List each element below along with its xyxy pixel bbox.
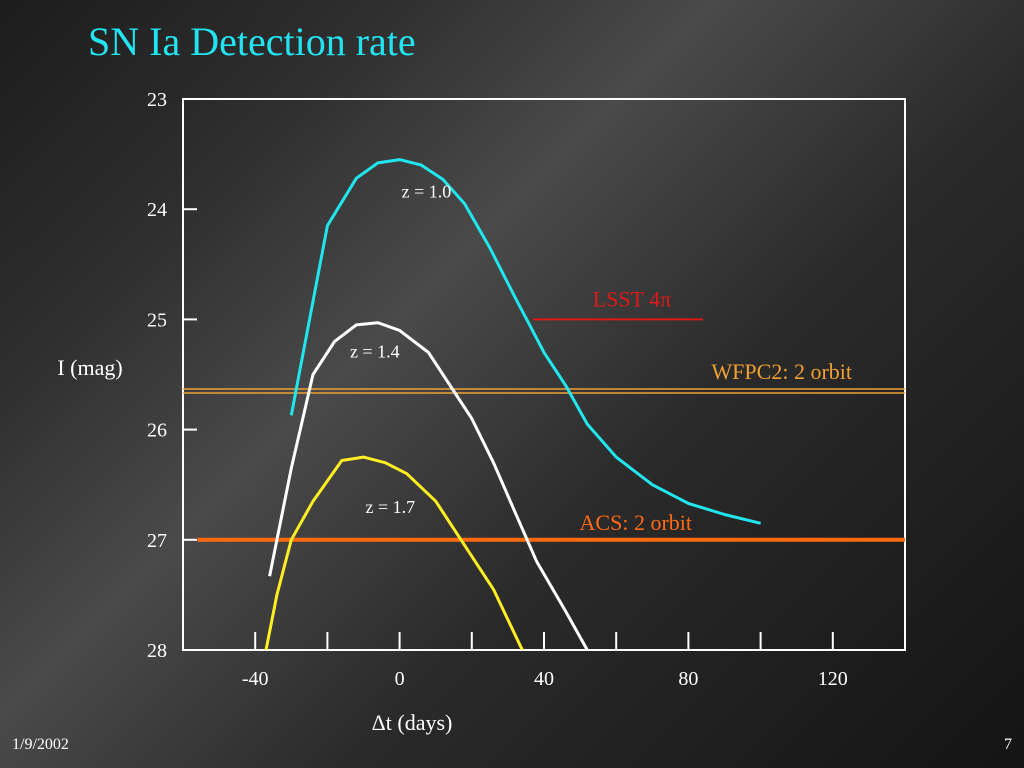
x-tick-label: 40 bbox=[534, 668, 554, 690]
footer-date: 1/9/2002 bbox=[12, 736, 69, 753]
x-tick-label: -40 bbox=[242, 668, 269, 690]
page-number: 7 bbox=[1004, 736, 1012, 753]
slide-title: SN Ia Detection rate bbox=[88, 19, 416, 64]
y-tick-label: 28 bbox=[147, 640, 167, 662]
curve-z10 bbox=[289, 158, 761, 525]
y-tick-label: 25 bbox=[147, 309, 167, 331]
curve-z14 bbox=[268, 321, 589, 650]
y-tick-label: 24 bbox=[147, 199, 167, 221]
curve-label-z14: z = 1.4 bbox=[350, 342, 400, 362]
y-tick-label: 26 bbox=[147, 420, 167, 442]
curve-z17 bbox=[264, 455, 524, 650]
x-tick-label: 120 bbox=[818, 668, 848, 690]
y-axis-label: I (mag) bbox=[57, 355, 122, 380]
x-axis-label: Δt (days) bbox=[372, 710, 453, 735]
curve-label-z17: z = 1.7 bbox=[366, 497, 416, 517]
x-tick-label: 80 bbox=[678, 668, 698, 690]
lsst-label: LSST 4π bbox=[593, 286, 672, 311]
y-tick-label: 27 bbox=[147, 530, 167, 552]
curve-label-z10: z = 1.0 bbox=[402, 182, 452, 202]
acs-label: ACS: 2 orbit bbox=[580, 510, 692, 535]
x-tick-label: 0 bbox=[395, 668, 405, 690]
y-tick-label: 23 bbox=[147, 89, 167, 111]
wfpc2-label: WFPC2: 2 orbit bbox=[711, 359, 852, 384]
